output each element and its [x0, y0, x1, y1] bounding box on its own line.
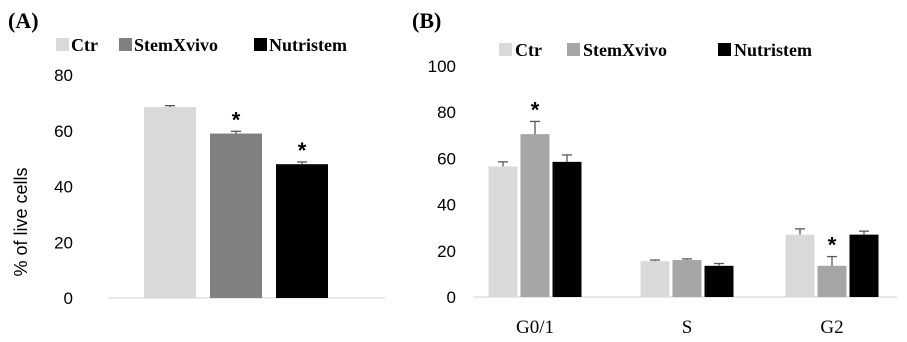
y-axis-label-a: % of live cells [11, 167, 31, 276]
y-tick-label-b: 40 [437, 196, 456, 215]
y-tick-label-b: 100 [428, 57, 456, 76]
legend-swatch-stemxvivo-b [567, 43, 580, 56]
bars-b: ** [488, 97, 879, 297]
y-ticks-a: 0 20 40 60 80 [54, 66, 73, 308]
y-tick-label-a: 80 [54, 66, 73, 85]
y-tick-label-a: 40 [54, 178, 73, 197]
y-tick-label-b: 60 [437, 149, 456, 168]
legend-swatch-stemxvivo-a [119, 38, 132, 51]
y-ticks-b: 0 20 40 60 80 100 [428, 57, 456, 307]
legend-swatch-ctr-a [56, 38, 69, 51]
significance-mark: * [828, 233, 837, 258]
panel-b-legend: Ctr StemXvivo Nutristem [499, 40, 812, 60]
x-category-label-s: S [682, 317, 693, 338]
legend-label-stemxvivo-a: StemXvivo [134, 35, 218, 55]
legend-label-ctr-a: Ctr [71, 35, 98, 55]
bar-stemxvivo [520, 134, 550, 297]
legend-label-nutristem-b: Nutristem [734, 40, 812, 60]
panel-b: (B) Ctr StemXvivo Nutristem 0 20 40 60 80 100… [412, 8, 897, 338]
legend-label-ctr-b: Ctr [515, 40, 542, 60]
bar-nutristem [552, 161, 582, 297]
bar-ctr [640, 261, 670, 297]
significance-mark: * [298, 138, 307, 163]
significance-mark: * [531, 97, 540, 122]
legend-swatch-ctr-b [499, 43, 512, 56]
panel-a: (A) Ctr StemXvivo Nutristem % of live ce… [8, 8, 385, 308]
bar-ctr [785, 234, 815, 297]
panel-a-legend: Ctr StemXvivo Nutristem [56, 35, 347, 55]
bar-nutristem [704, 265, 734, 297]
x-category-label-g0-1: G0/1 [516, 317, 554, 338]
y-tick-label-b: 20 [437, 242, 456, 261]
legend-swatch-nutristem-a [254, 38, 267, 51]
bar-stemxvivo [210, 133, 262, 298]
legend-label-stemxvivo-b: StemXvivo [583, 40, 667, 60]
x-category-label-g2: G2 [820, 317, 843, 338]
legend-swatch-nutristem-b [718, 43, 731, 56]
bar-nutristem [276, 164, 328, 298]
bars-a: ** [144, 105, 328, 299]
legend-label-nutristem-a: Nutristem [269, 35, 347, 55]
bar-stemxvivo [817, 265, 847, 297]
y-tick-label-a: 20 [54, 233, 73, 252]
x-categories-b: G0/1 S G2 [516, 317, 844, 338]
y-tick-label-a: 60 [54, 122, 73, 141]
bar-ctr [144, 107, 196, 299]
bar-ctr [488, 166, 518, 297]
significance-mark: * [232, 107, 241, 132]
panel-a-label: (A) [8, 8, 39, 33]
y-tick-label-b: 80 [437, 103, 456, 122]
bar-nutristem [849, 234, 879, 297]
panel-b-label: (B) [412, 8, 441, 33]
y-tick-label-b: 0 [447, 288, 456, 307]
y-tick-label-a: 0 [64, 289, 73, 308]
bar-stemxvivo [672, 260, 702, 297]
